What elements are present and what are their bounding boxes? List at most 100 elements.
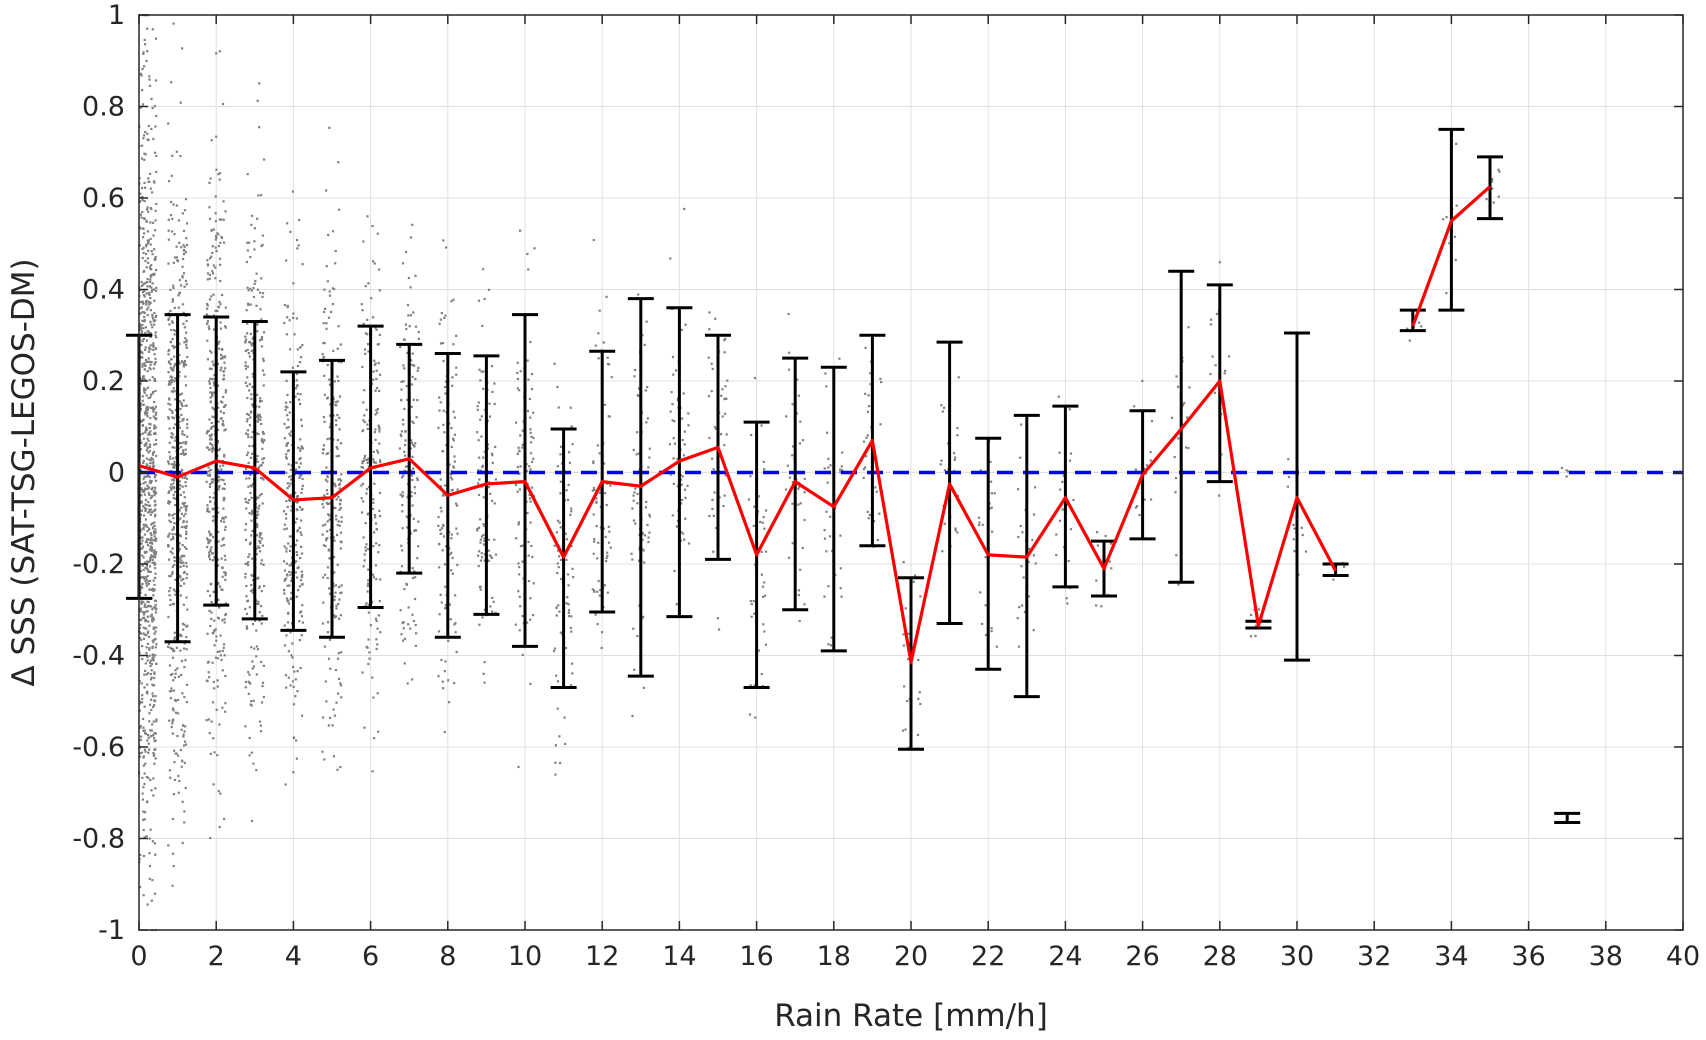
scatter-point bbox=[260, 532, 263, 535]
scatter-point bbox=[178, 400, 182, 403]
scatter-point bbox=[150, 268, 153, 271]
scatter-point bbox=[154, 748, 157, 751]
scatter-point bbox=[261, 681, 265, 684]
scatter-point bbox=[367, 457, 370, 460]
scatter-point bbox=[143, 729, 146, 732]
scatter-point bbox=[375, 409, 378, 412]
scatter-point bbox=[147, 360, 150, 363]
scatter-point bbox=[248, 383, 252, 386]
scatter-point bbox=[139, 610, 142, 613]
scatter-point bbox=[907, 746, 910, 749]
scatter-point bbox=[142, 419, 145, 422]
scatter-point bbox=[284, 783, 287, 786]
scatter-point bbox=[146, 407, 149, 410]
scatter-point bbox=[183, 501, 186, 505]
scatter-point bbox=[528, 465, 531, 468]
scatter-point bbox=[521, 653, 524, 657]
scatter-point bbox=[179, 493, 182, 497]
scatter-point bbox=[417, 520, 420, 523]
scatter-point bbox=[223, 361, 226, 364]
scatter-point bbox=[153, 499, 157, 503]
scatter-point bbox=[672, 373, 675, 376]
scatter-point bbox=[222, 817, 226, 821]
scatter-point bbox=[262, 384, 265, 387]
scatter-point bbox=[570, 510, 573, 513]
scatter-point bbox=[416, 369, 419, 372]
scatter-point bbox=[368, 651, 371, 654]
scatter-point bbox=[144, 593, 147, 596]
scatter-point bbox=[610, 376, 613, 379]
scatter-point bbox=[453, 682, 456, 685]
scatter-point bbox=[141, 611, 144, 614]
scatter-point bbox=[456, 532, 459, 535]
scatter-point bbox=[224, 210, 227, 213]
scatter-point bbox=[246, 384, 249, 388]
scatter-point bbox=[256, 99, 259, 102]
scatter-point bbox=[180, 470, 183, 474]
scatter-point bbox=[593, 537, 596, 541]
scatter-point bbox=[173, 460, 176, 463]
scatter-point bbox=[294, 544, 297, 547]
x-tick-label: 22 bbox=[971, 941, 1005, 972]
scatter-point bbox=[169, 550, 172, 553]
scatter-point bbox=[298, 585, 302, 588]
scatter-point bbox=[207, 671, 210, 674]
scatter-point bbox=[216, 685, 219, 688]
scatter-point bbox=[717, 628, 721, 631]
scatter-point bbox=[212, 701, 215, 704]
scatter-point bbox=[186, 418, 189, 421]
scatter-point bbox=[878, 512, 881, 515]
scatter-point bbox=[555, 606, 558, 609]
scatter-point bbox=[209, 391, 212, 394]
scatter-point bbox=[566, 498, 570, 501]
scatter-point bbox=[299, 346, 302, 349]
scatter-point bbox=[142, 437, 145, 440]
scatter-point bbox=[442, 423, 445, 426]
scatter-point bbox=[641, 547, 644, 551]
scatter-point bbox=[141, 545, 145, 548]
scatter-point bbox=[154, 347, 157, 351]
scatter-point bbox=[482, 268, 485, 271]
scatter-point bbox=[250, 485, 253, 488]
scatter-point bbox=[323, 288, 326, 291]
scatter-point bbox=[401, 549, 404, 552]
scatter-point bbox=[208, 434, 211, 437]
scatter-point bbox=[154, 486, 157, 489]
scatter-point bbox=[479, 541, 482, 544]
scatter-point bbox=[172, 689, 176, 692]
scatter-point bbox=[149, 508, 152, 511]
scatter-point bbox=[531, 486, 534, 489]
scatter-point bbox=[283, 578, 287, 581]
scatter-point bbox=[289, 573, 292, 576]
scatter-point bbox=[212, 328, 216, 331]
scatter-point bbox=[219, 410, 222, 413]
scatter-point bbox=[222, 455, 226, 458]
scatter-point bbox=[145, 504, 148, 507]
scatter-point bbox=[757, 495, 760, 498]
scatter-point bbox=[378, 427, 381, 431]
scatter-point bbox=[221, 347, 224, 351]
scatter-point bbox=[335, 404, 338, 407]
scatter-point bbox=[482, 456, 485, 459]
scatter-point bbox=[172, 203, 175, 206]
scatter-point bbox=[154, 695, 157, 698]
scatter-point bbox=[263, 584, 266, 588]
scatter-point bbox=[1293, 527, 1296, 530]
scatter-point bbox=[454, 594, 457, 597]
scatter-point bbox=[171, 707, 175, 710]
scatter-point bbox=[214, 656, 217, 659]
scatter-point bbox=[255, 506, 258, 509]
scatter-point bbox=[147, 291, 150, 294]
scatter-point bbox=[173, 329, 176, 332]
scatter-point bbox=[453, 623, 456, 626]
scatter-point bbox=[444, 660, 447, 663]
scatter-point bbox=[151, 522, 154, 525]
scatter-point bbox=[527, 268, 530, 271]
scatter-point bbox=[528, 497, 532, 500]
scatter-point bbox=[686, 484, 689, 488]
scatter-point bbox=[152, 317, 155, 320]
scatter-point bbox=[405, 327, 408, 331]
scatter-point bbox=[1188, 386, 1191, 389]
scatter-point bbox=[172, 284, 175, 287]
scatter-point bbox=[147, 433, 150, 436]
